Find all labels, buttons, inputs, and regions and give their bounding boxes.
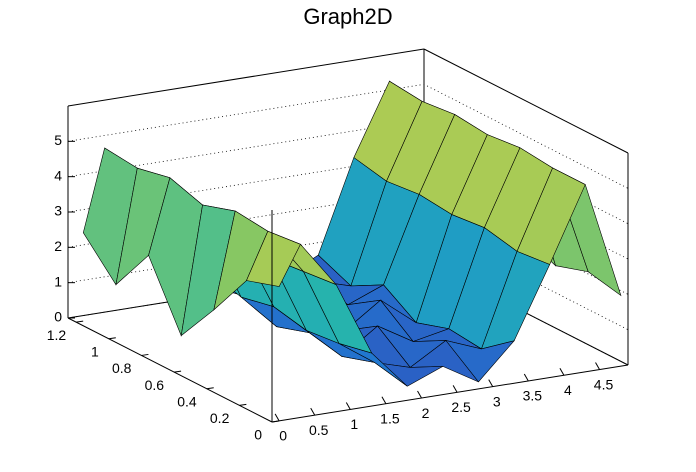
y-tick-label: 1.2 [47, 327, 67, 343]
tick-mark [206, 387, 214, 390]
y-tick-label: 1 [91, 344, 99, 360]
z-tick-label: 3 [54, 203, 62, 219]
tick-mark [595, 362, 600, 370]
x-tick-label: 0 [279, 428, 287, 444]
grid-line [67, 83, 629, 189]
z-tick-label: 0 [54, 309, 62, 325]
tick-mark [523, 373, 529, 382]
tick-mark [559, 368, 565, 376]
x-axis [271, 364, 629, 423]
x-tick-label: 0.5 [309, 422, 329, 438]
x-tick-label: 1 [350, 416, 358, 432]
x-tick-label: 3.5 [523, 388, 543, 404]
y-tick-label: 0 [254, 427, 262, 443]
x-tick-label: 4.5 [594, 376, 614, 392]
z-tick-label: 2 [54, 238, 62, 254]
y-tick-label: 0.8 [112, 360, 132, 376]
z-tick-label: 5 [54, 132, 62, 148]
y-tick-label: 0.6 [145, 377, 165, 393]
box-edge [67, 48, 425, 107]
x-tick-label: 2 [422, 405, 430, 421]
tick-mark [76, 320, 84, 323]
x-tick-label: 1.5 [380, 410, 400, 426]
tick-mark [417, 390, 422, 399]
surface-cell [246, 230, 301, 287]
tick-mark [345, 402, 351, 410]
x-tick-label: 3 [493, 393, 501, 409]
y-tick-label: 0.2 [210, 410, 230, 426]
tick-mark [310, 407, 316, 416]
x-tick-label: 2.5 [451, 399, 471, 415]
z-tick-label: 1 [54, 273, 62, 289]
x-tick-label: 4 [564, 382, 572, 398]
tick-mark [141, 353, 149, 356]
tick-mark [452, 385, 458, 393]
tick-mark [274, 413, 280, 422]
y-axis [67, 317, 273, 423]
tick-mark [488, 379, 494, 387]
tick-mark [381, 396, 387, 405]
z-tick-label: 4 [54, 167, 62, 183]
box-edge [423, 48, 629, 154]
tick-mark [174, 370, 182, 373]
tick-mark [108, 337, 116, 340]
tick-mark [239, 403, 247, 406]
tick-mark [271, 420, 280, 423]
y-tick-label: 0.4 [177, 393, 197, 409]
chart-title: Graph2D [303, 4, 392, 29]
